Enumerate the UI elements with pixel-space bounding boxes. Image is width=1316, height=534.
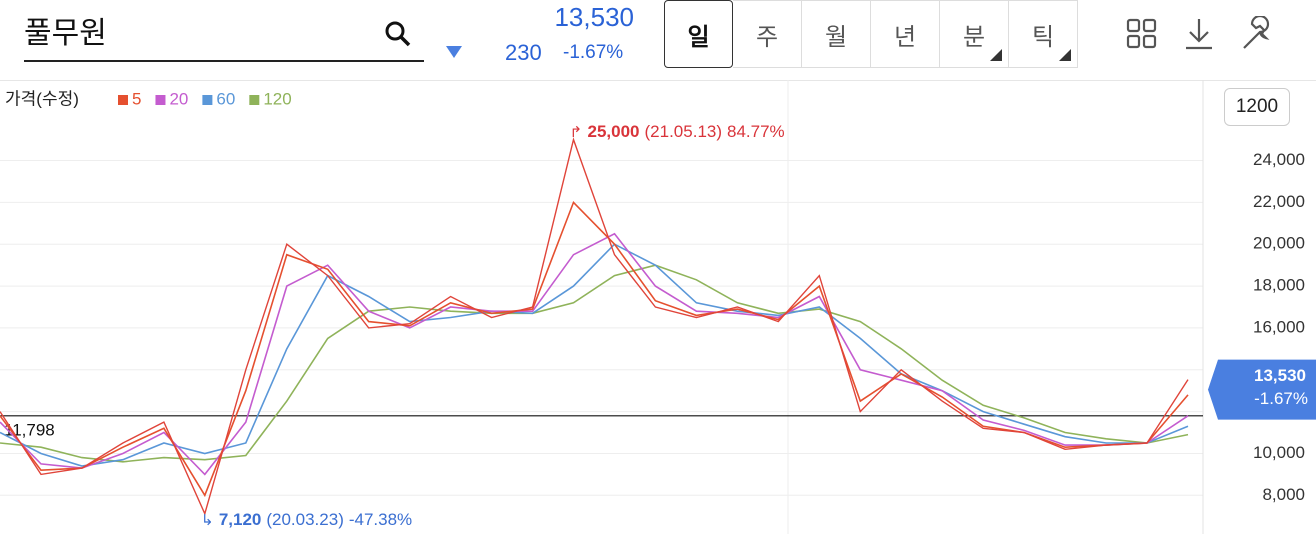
annotation-value: 7,120	[219, 510, 262, 529]
period-tab[interactable]: 틱	[1009, 0, 1078, 68]
tab-menu-marker	[990, 49, 1002, 61]
annotation-change: 84.77%	[727, 122, 785, 141]
search-box[interactable]: 풀무원	[24, 14, 424, 62]
ma-line	[0, 264, 1189, 463]
low-annotation: ↳ 7,120 (20.03.23) -47.38%	[201, 510, 412, 529]
legend-title: 가격(수정)	[5, 89, 79, 108]
last-price-box	[1208, 359, 1316, 420]
settings-icon[interactable]	[1243, 16, 1270, 49]
legend-swatch	[202, 95, 213, 105]
ma-line	[0, 232, 1189, 476]
high-annotation: ↱ 25,000 (21.05.13) 84.77%	[570, 122, 785, 141]
header-change-pct: -1.67%	[563, 42, 624, 63]
ma-line	[0, 200, 1189, 498]
legend-label: 120	[263, 89, 291, 108]
download-icon[interactable]	[1186, 19, 1212, 50]
header-price: 13,530	[554, 2, 634, 32]
annotation-text: 25,000 (21.05.13) 84.77%	[588, 122, 785, 141]
legend-label: 5	[132, 89, 141, 108]
period-tab[interactable]: 분	[940, 0, 1009, 68]
period-tab[interactable]: 월	[802, 0, 871, 68]
legend-swatch	[249, 95, 260, 105]
legend-label: 20	[169, 89, 188, 108]
last-price-change: -1.67%	[1254, 389, 1308, 408]
down-arrow	[446, 46, 462, 58]
annotation-text: 7,120 (20.03.23) -47.38%	[219, 510, 412, 529]
scale-button[interactable]: 1200	[1224, 88, 1290, 126]
header-divider	[0, 80, 1316, 81]
annotation-value: 25,000	[588, 122, 640, 141]
y-tick-label: 18,000	[1253, 276, 1305, 295]
period-tab[interactable]: 일	[664, 0, 733, 68]
ma-line	[0, 243, 1189, 467]
last-price-label: 13,530	[1254, 366, 1306, 385]
y-tick-label: 10,000	[1253, 443, 1305, 462]
annotation-arrow: ↳	[201, 512, 214, 529]
layout-icon[interactable]	[1126, 18, 1157, 49]
legend-label: 60	[216, 89, 235, 108]
search-text: 풀무원	[24, 17, 107, 50]
period-tab[interactable]: 주	[733, 0, 802, 68]
annotation-arrow: ↱	[570, 124, 583, 141]
annotation-date: (21.05.13)	[645, 122, 723, 141]
y-tick-label: 16,000	[1253, 317, 1305, 336]
legend-swatch	[118, 95, 128, 105]
legend-swatch	[155, 95, 166, 105]
period-tab[interactable]: 년	[871, 0, 940, 68]
y-tick-label: 22,000	[1253, 192, 1305, 211]
price-line	[0, 137, 1189, 516]
search-icon[interactable]	[384, 20, 412, 48]
y-tick-label: 24,000	[1253, 150, 1305, 169]
tab-menu-marker	[1059, 49, 1071, 61]
annotation-change: -47.38%	[349, 510, 412, 529]
y-tick-label: 20,000	[1253, 234, 1305, 253]
header-change: 230	[505, 40, 542, 65]
toolbar-icons	[1126, 16, 1270, 50]
annotation-date: (20.03.23)	[266, 510, 344, 529]
y-tick-label: 8,000	[1262, 485, 1305, 504]
reference-label: 11,798	[4, 420, 55, 439]
